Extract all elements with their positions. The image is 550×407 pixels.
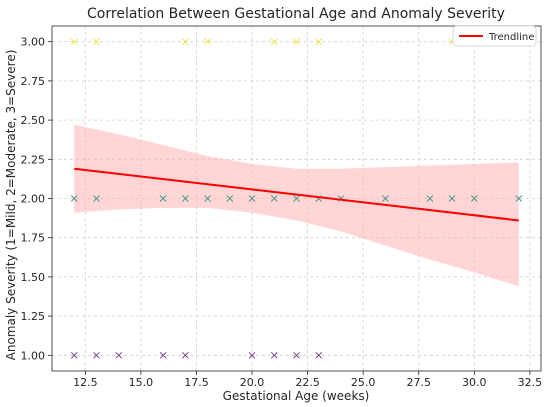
point-stroke xyxy=(315,351,323,359)
y-tick-label: 1.75 xyxy=(21,232,46,245)
point-stroke xyxy=(270,351,278,359)
point-stroke xyxy=(115,351,123,359)
point-stroke xyxy=(204,195,211,202)
data-point-series-2 xyxy=(248,195,256,202)
x-axis-ticks: 12.5 15.0 17.5 20.0 22.5 25.0 27.5 30.0 32.5 xyxy=(73,371,542,389)
point-stroke xyxy=(204,38,211,46)
data-point-series-3 xyxy=(270,351,278,359)
point-stroke xyxy=(448,195,456,202)
data-point-series-2 xyxy=(226,195,234,202)
y-tick-label: 1.25 xyxy=(21,310,46,323)
y-axis-ticks: 1.00 1.25 1.50 1.75 2.00 2.25 2.50 2.75 3.00 xyxy=(21,36,52,362)
y-tick-label: 3.00 xyxy=(21,36,46,49)
data-point-series-2 xyxy=(204,195,211,202)
point-stroke xyxy=(293,38,300,46)
data-point-series-2 xyxy=(182,195,189,202)
chart-title: Correlation Between Gestational Age and … xyxy=(87,6,505,22)
confidence-band-layer xyxy=(74,124,519,287)
data-point-series-2 xyxy=(270,195,278,202)
point-stroke xyxy=(515,195,523,202)
x-axis-title: Gestational Age (weeks) xyxy=(223,389,370,403)
data-point-series-3 xyxy=(293,351,300,359)
point-stroke xyxy=(182,195,189,202)
point-stroke xyxy=(470,195,478,202)
data-point-series-2 xyxy=(448,195,456,202)
data-point-series-2 xyxy=(515,195,523,202)
point-stroke xyxy=(159,351,167,359)
data-point-series-3 xyxy=(115,351,123,359)
data-point-series-2 xyxy=(470,195,478,202)
x-tick-label: 15.0 xyxy=(129,376,154,389)
point-stroke xyxy=(93,38,100,46)
y-tick-label: 2.50 xyxy=(21,114,46,127)
y-axis-title: Anomaly Severity (1=Mild, 2=Moderate, 3=… xyxy=(4,50,18,361)
point-stroke xyxy=(270,38,278,46)
x-tick-label: 17.5 xyxy=(184,376,209,389)
x-tick-label: 25.0 xyxy=(351,376,376,389)
confidence-band xyxy=(74,124,519,287)
data-point-series-1 xyxy=(93,38,100,46)
data-point-series-3 xyxy=(93,351,100,359)
data-point-series-2 xyxy=(93,195,100,202)
point-stroke xyxy=(182,38,189,46)
data-point-series-1 xyxy=(182,38,189,46)
point-stroke xyxy=(70,195,78,202)
data-point-series-1 xyxy=(293,38,300,46)
data-point-series-1 xyxy=(204,38,211,46)
point-stroke xyxy=(70,38,78,46)
legend-box xyxy=(452,25,537,47)
y-tick-label: 2.75 xyxy=(21,75,46,88)
x-tick-label: 27.5 xyxy=(407,376,432,389)
y-tick-label: 1.50 xyxy=(21,271,46,284)
point-stroke xyxy=(248,351,256,359)
x-tick-label: 30.0 xyxy=(462,376,487,389)
data-point-series-1 xyxy=(270,38,278,46)
data-point-series-2 xyxy=(426,195,434,202)
data-point-series-3 xyxy=(182,351,189,359)
point-stroke xyxy=(382,195,389,202)
data-point-series-2 xyxy=(293,195,300,202)
data-point-series-2 xyxy=(382,195,389,202)
point-stroke xyxy=(293,351,300,359)
point-stroke xyxy=(159,195,167,202)
legend-label-trendline: Trendline xyxy=(488,32,534,43)
x-tick-label: 32.5 xyxy=(518,376,543,389)
data-point-series-2 xyxy=(70,195,78,202)
point-stroke xyxy=(426,195,434,202)
point-stroke xyxy=(315,38,323,46)
trendline-layer xyxy=(74,167,519,222)
y-tick-label: 1.00 xyxy=(21,349,46,362)
point-stroke xyxy=(248,195,256,202)
data-point-series-3 xyxy=(70,351,78,359)
x-tick-label: 20.0 xyxy=(240,376,265,389)
data-point-series-1 xyxy=(70,38,78,46)
point-stroke xyxy=(93,351,100,359)
y-tick-label: 2.25 xyxy=(21,153,46,166)
trendline xyxy=(74,167,519,222)
data-point-series-3 xyxy=(315,351,323,359)
point-stroke xyxy=(293,195,300,202)
x-tick-label: 12.5 xyxy=(73,376,98,389)
data-point-series-3 xyxy=(159,351,167,359)
legend: Trendline xyxy=(452,25,537,47)
data-point-series-3 xyxy=(248,351,256,359)
data-point-series-2 xyxy=(159,195,167,202)
point-stroke xyxy=(93,195,100,202)
point-stroke xyxy=(226,195,234,202)
point-stroke xyxy=(182,351,189,359)
data-point-series-1 xyxy=(315,38,323,46)
y-tick-label: 2.00 xyxy=(21,193,46,206)
point-stroke xyxy=(70,351,78,359)
x-tick-label: 22.5 xyxy=(295,376,320,389)
point-stroke xyxy=(270,195,278,202)
